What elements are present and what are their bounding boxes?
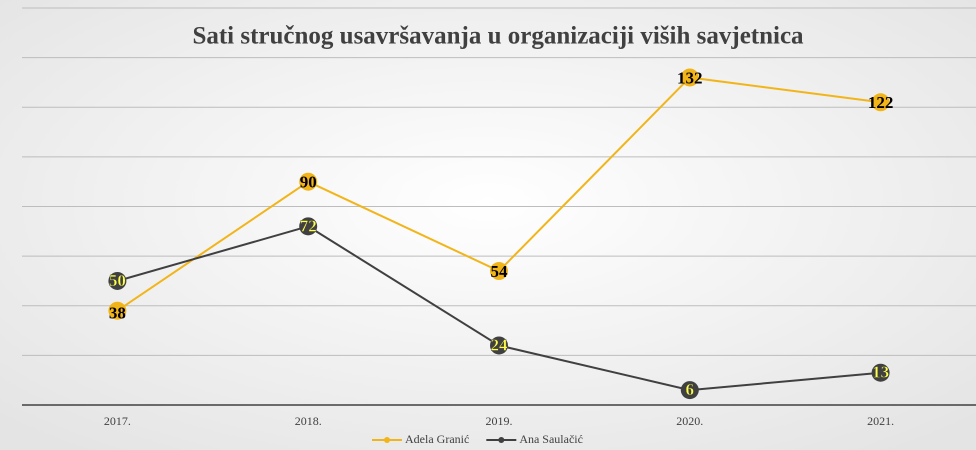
x-tick-label: 2018. bbox=[295, 414, 322, 428]
data-label: 38 bbox=[109, 304, 126, 323]
data-point bbox=[299, 172, 318, 191]
x-tick-label: 2020. bbox=[676, 414, 703, 428]
data-label: 54 bbox=[491, 262, 509, 281]
data-label: 24 bbox=[491, 335, 509, 354]
data-point bbox=[871, 93, 890, 112]
x-tick-label: 2021. bbox=[867, 414, 894, 428]
data-point bbox=[490, 262, 508, 281]
data-label: 132 bbox=[677, 68, 703, 87]
data-point bbox=[680, 381, 699, 400]
data-label: 72 bbox=[300, 216, 317, 235]
legend-marker bbox=[498, 437, 505, 443]
legend-marker bbox=[384, 437, 390, 443]
data-point bbox=[490, 336, 508, 355]
data-point bbox=[108, 301, 127, 320]
data-label: 50 bbox=[109, 271, 126, 290]
data-point bbox=[871, 363, 890, 382]
data-label: 6 bbox=[686, 380, 695, 399]
x-tick-label: 2019. bbox=[486, 414, 513, 428]
data-label: 90 bbox=[300, 173, 317, 192]
data-point bbox=[299, 217, 318, 236]
data-label: 13 bbox=[872, 363, 889, 382]
chart-title: Sati stručnog usavršavanja u organizacij… bbox=[192, 23, 804, 50]
x-tick-label: 2017. bbox=[104, 414, 131, 428]
data-label: 122 bbox=[868, 93, 894, 112]
legend-label: Adela Granić bbox=[405, 432, 469, 446]
data-point bbox=[108, 271, 127, 290]
legend-label: Ana Saulačić bbox=[519, 432, 583, 446]
data-point bbox=[680, 68, 699, 87]
